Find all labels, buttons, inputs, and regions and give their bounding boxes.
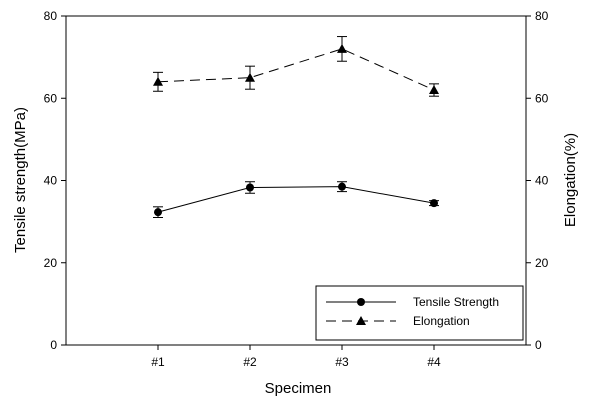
y-tick-label-right: 20: [535, 256, 549, 270]
data-point: [246, 183, 254, 192]
y-tick-label-right: 0: [535, 338, 542, 352]
x-tick-label: #2: [243, 355, 257, 369]
legend-entry: Tensile Strength: [326, 295, 499, 309]
y-tick-label-right: 40: [535, 174, 549, 188]
y-tick-label-right: 60: [535, 91, 549, 105]
data-point: [154, 208, 162, 217]
legend: Tensile Strength Elongation: [315, 285, 524, 341]
data-point: [429, 85, 439, 95]
y-tick-label-left: 20: [44, 256, 58, 270]
y-axis-label-right: Elongation(%): [562, 133, 579, 227]
y-tick-label-left: 40: [44, 174, 58, 188]
x-tick-label: #1: [151, 355, 165, 369]
series-1: [153, 181, 439, 219]
y-axis-label-left: Tensile strength(MPa): [12, 107, 29, 253]
data-point: [338, 182, 346, 191]
legend-entry: Elongation: [326, 314, 470, 328]
y-tick-label-left: 80: [44, 9, 58, 23]
data-point: [337, 43, 347, 53]
legend-marker: [357, 298, 365, 306]
series-layer: [153, 36, 439, 219]
y-tick-label-right: 80: [535, 9, 549, 23]
x-tick-label: #3: [335, 355, 349, 369]
legend-box: [315, 285, 524, 341]
series-line: [157, 48, 435, 91]
legend-marker: [356, 316, 366, 325]
series-line: [157, 186, 435, 213]
data-point: [430, 199, 438, 208]
x-axis-label: Specimen: [265, 380, 332, 397]
legend-label: Elongation: [413, 314, 470, 328]
x-tick-label: #4: [427, 355, 441, 369]
y-tick-label-left: 0: [50, 338, 57, 352]
series-2: [153, 36, 439, 97]
data-point: [245, 72, 255, 82]
data-point: [153, 76, 163, 86]
ticks-layer: 0 20 40 60 80 0 20 40 60 80 #1 #2 #3 #4: [44, 9, 549, 369]
legend-label: Tensile Strength: [413, 295, 499, 309]
y-tick-label-left: 60: [44, 91, 58, 105]
